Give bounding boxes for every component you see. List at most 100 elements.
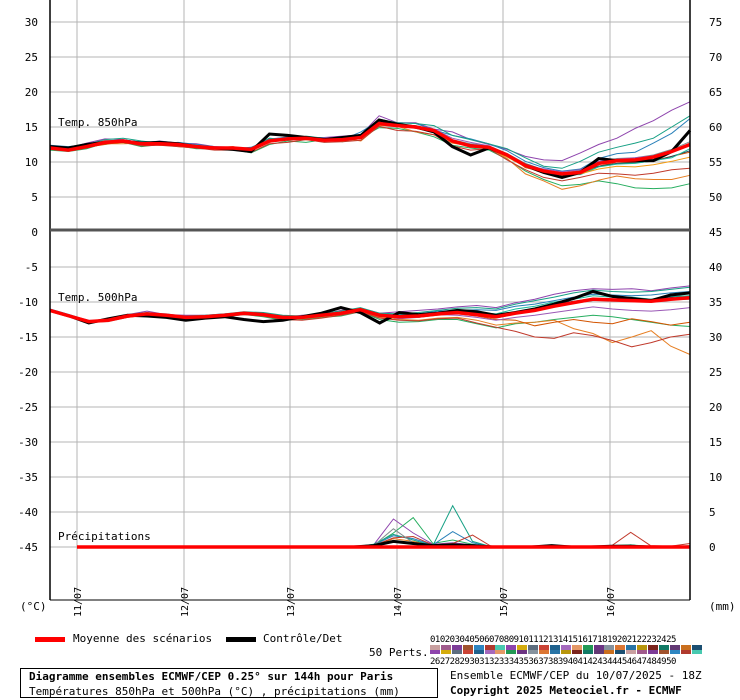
y-tick-right: 35 xyxy=(709,296,722,309)
legend-control-label: Contrôle/Det xyxy=(263,632,343,645)
pert-swatch xyxy=(582,645,593,650)
y-tick-left: 25 xyxy=(25,51,38,64)
left-axis-unit: (°C) xyxy=(20,600,47,613)
right-axis-unit: (mm) xyxy=(709,600,736,613)
y-tick-left: 20 xyxy=(25,86,38,99)
y-tick-right: 10 xyxy=(709,471,722,484)
y-tick-left: -40 xyxy=(18,506,38,519)
y-tick-right: 0 xyxy=(709,541,716,554)
y-tick-right: 25 xyxy=(709,366,722,379)
member-line xyxy=(49,125,691,182)
pert-swatch xyxy=(473,645,484,650)
y-tick-left: -30 xyxy=(18,436,38,449)
perts-numbers-row2: 2627282930313233343536373839404142434445… xyxy=(430,657,676,667)
pert-swatch xyxy=(626,645,637,650)
mean-line xyxy=(49,121,691,176)
pert-swatch xyxy=(680,645,691,650)
pert-swatch xyxy=(430,645,440,650)
y-tick-left: 0 xyxy=(31,226,38,239)
legend-perts-label: 50 Perts. xyxy=(369,646,429,659)
pert-swatch xyxy=(517,645,528,650)
pert-swatch xyxy=(648,649,658,654)
pert-swatch xyxy=(571,649,582,654)
pert-swatch xyxy=(680,649,691,654)
pert-swatch xyxy=(506,649,517,654)
x-tick-date: 13/07 xyxy=(286,587,297,617)
legend-control-swatch xyxy=(226,637,256,642)
y-tick-left: -25 xyxy=(18,401,38,414)
x-tick-date: 15/07 xyxy=(499,587,510,617)
x-tick-date: 14/07 xyxy=(393,587,404,617)
y-tick-right: 45 xyxy=(709,226,722,239)
y-tick-left: 15 xyxy=(25,121,38,134)
pert-swatch xyxy=(593,649,604,654)
pert-swatch xyxy=(691,645,702,650)
pert-swatch xyxy=(440,649,451,654)
pert-swatch xyxy=(658,649,669,654)
pert-swatch xyxy=(451,645,462,650)
pert-swatch xyxy=(549,649,560,654)
y-tick-left: -5 xyxy=(25,261,38,274)
pert-swatch xyxy=(615,649,626,654)
pert-swatch xyxy=(528,649,539,654)
member-line xyxy=(49,125,691,190)
x-tick-date: 16/07 xyxy=(606,587,617,617)
member-line xyxy=(49,127,691,190)
chart-tick-labels: 302520151050-5-10-15-20-25-30-35-40-4575… xyxy=(18,16,735,617)
pert-swatch xyxy=(615,645,626,650)
pert-swatch xyxy=(473,649,484,654)
y-tick-left: -10 xyxy=(18,296,38,309)
chart-title-box: Diagramme ensembles ECMWF/CEP 0.25° sur … xyxy=(20,668,438,698)
pert-swatch xyxy=(669,645,680,650)
perts-numbers-row1: 0102030405060708091011121314151617181920… xyxy=(430,635,676,645)
pert-swatch xyxy=(430,649,440,654)
pert-swatch xyxy=(539,645,549,650)
pert-swatch xyxy=(484,645,495,650)
chart-subtitle: Températures 850hPa et 500hPa (°C) , pré… xyxy=(29,685,400,698)
panel-label: Temp. 500hPa xyxy=(58,291,137,304)
y-tick-left: 5 xyxy=(31,191,38,204)
pert-swatch xyxy=(560,649,571,654)
pert-swatch xyxy=(495,649,506,654)
pert-swatch xyxy=(691,649,702,654)
legend-mean-label: Moyenne des scénarios xyxy=(73,632,213,645)
legend-mean-swatch xyxy=(35,637,65,642)
chart-series xyxy=(49,101,692,549)
panel-label: Temp. 850hPa xyxy=(58,116,137,129)
y-tick-left: 10 xyxy=(25,156,38,169)
y-tick-left: -35 xyxy=(18,471,38,484)
pert-swatch xyxy=(571,645,582,650)
pert-swatch xyxy=(517,649,528,654)
pert-swatch xyxy=(626,649,637,654)
y-tick-left: -45 xyxy=(18,541,38,554)
chart-axes xyxy=(49,0,691,601)
y-tick-right: 70 xyxy=(709,51,722,64)
pert-swatch xyxy=(462,645,473,650)
y-tick-right: 20 xyxy=(709,401,722,414)
y-tick-left: 30 xyxy=(25,16,38,29)
y-tick-right: 75 xyxy=(709,16,722,29)
pert-swatch xyxy=(451,649,462,654)
y-tick-right: 55 xyxy=(709,156,722,169)
pert-swatch xyxy=(528,645,539,650)
y-tick-right: 60 xyxy=(709,121,722,134)
chart-grid xyxy=(50,0,690,600)
pert-swatch xyxy=(495,645,506,650)
pert-swatch xyxy=(669,649,680,654)
pert-swatch xyxy=(648,645,658,650)
pert-swatch xyxy=(604,649,615,654)
pert-swatch xyxy=(637,649,648,654)
pert-swatch xyxy=(658,645,669,650)
pert-swatch xyxy=(604,645,615,650)
y-tick-right: 40 xyxy=(709,261,722,274)
pert-swatch xyxy=(582,649,593,654)
pert-swatch xyxy=(484,649,495,654)
chart-title: Diagramme ensembles ECMWF/CEP 0.25° sur … xyxy=(29,670,394,683)
pert-swatch xyxy=(462,649,473,654)
pert-swatch xyxy=(440,645,451,650)
pert-swatch xyxy=(539,649,549,654)
y-tick-right: 65 xyxy=(709,86,722,99)
pert-swatch xyxy=(506,645,517,650)
panel-label: Précipitations xyxy=(58,530,151,543)
